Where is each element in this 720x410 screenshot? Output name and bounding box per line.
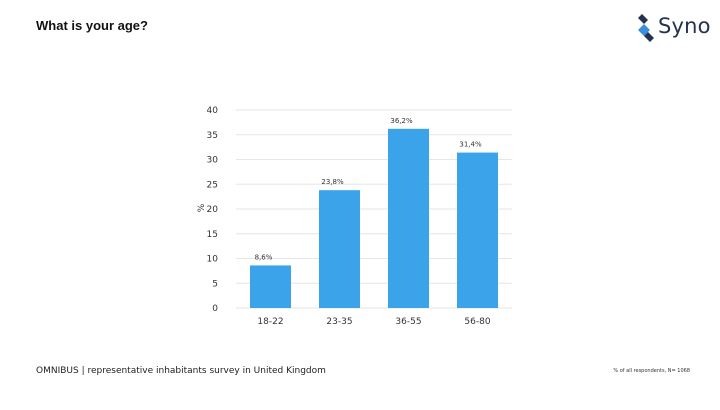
- syno-logo-icon: [638, 14, 654, 42]
- bar-18-22: [250, 265, 291, 308]
- y-tick-label: 10: [207, 255, 219, 265]
- y-tick-labels: 0 5 10 15 20 25 30 35 40: [207, 106, 219, 314]
- y-tick-label: 15: [207, 230, 218, 240]
- y-tick-label: 40: [207, 106, 219, 116]
- bar-36-55: [388, 128, 429, 308]
- bars: [250, 128, 498, 308]
- data-label: 31,4%: [459, 141, 482, 149]
- x-tick-labels: 18-22 23-35 36-55 56-80: [257, 317, 490, 327]
- data-label: 8,6%: [255, 253, 273, 261]
- y-tick-label: 35: [207, 131, 218, 141]
- x-tick-label: 56-80: [464, 317, 490, 327]
- data-label: 23,8%: [321, 178, 344, 186]
- logo-text: Syno: [658, 14, 711, 38]
- x-tick-label: 18-22: [257, 317, 283, 327]
- base-note: % of all respondents, N= 1068: [613, 368, 690, 374]
- x-tick-label: 23-35: [326, 317, 352, 327]
- x-tick-label: 36-55: [395, 317, 421, 327]
- survey-description: OMNIBUS | representative inhabitants sur…: [36, 366, 326, 376]
- data-label: 36,2%: [390, 117, 413, 125]
- bar-56-80: [457, 152, 498, 308]
- y-axis-label: %: [197, 203, 207, 212]
- y-tick-label: 20: [207, 205, 219, 215]
- y-tick-label: 5: [212, 279, 218, 289]
- data-labels: 8,6% 23,8% 36,2% 31,4%: [255, 117, 482, 262]
- bar-23-35: [319, 190, 360, 308]
- brand-logo: Syno: [636, 10, 711, 44]
- page-title: What is your age?: [36, 18, 148, 33]
- y-tick-label: 0: [212, 304, 218, 314]
- y-tick-label: 30: [207, 156, 219, 166]
- y-tick-label: 25: [207, 180, 218, 190]
